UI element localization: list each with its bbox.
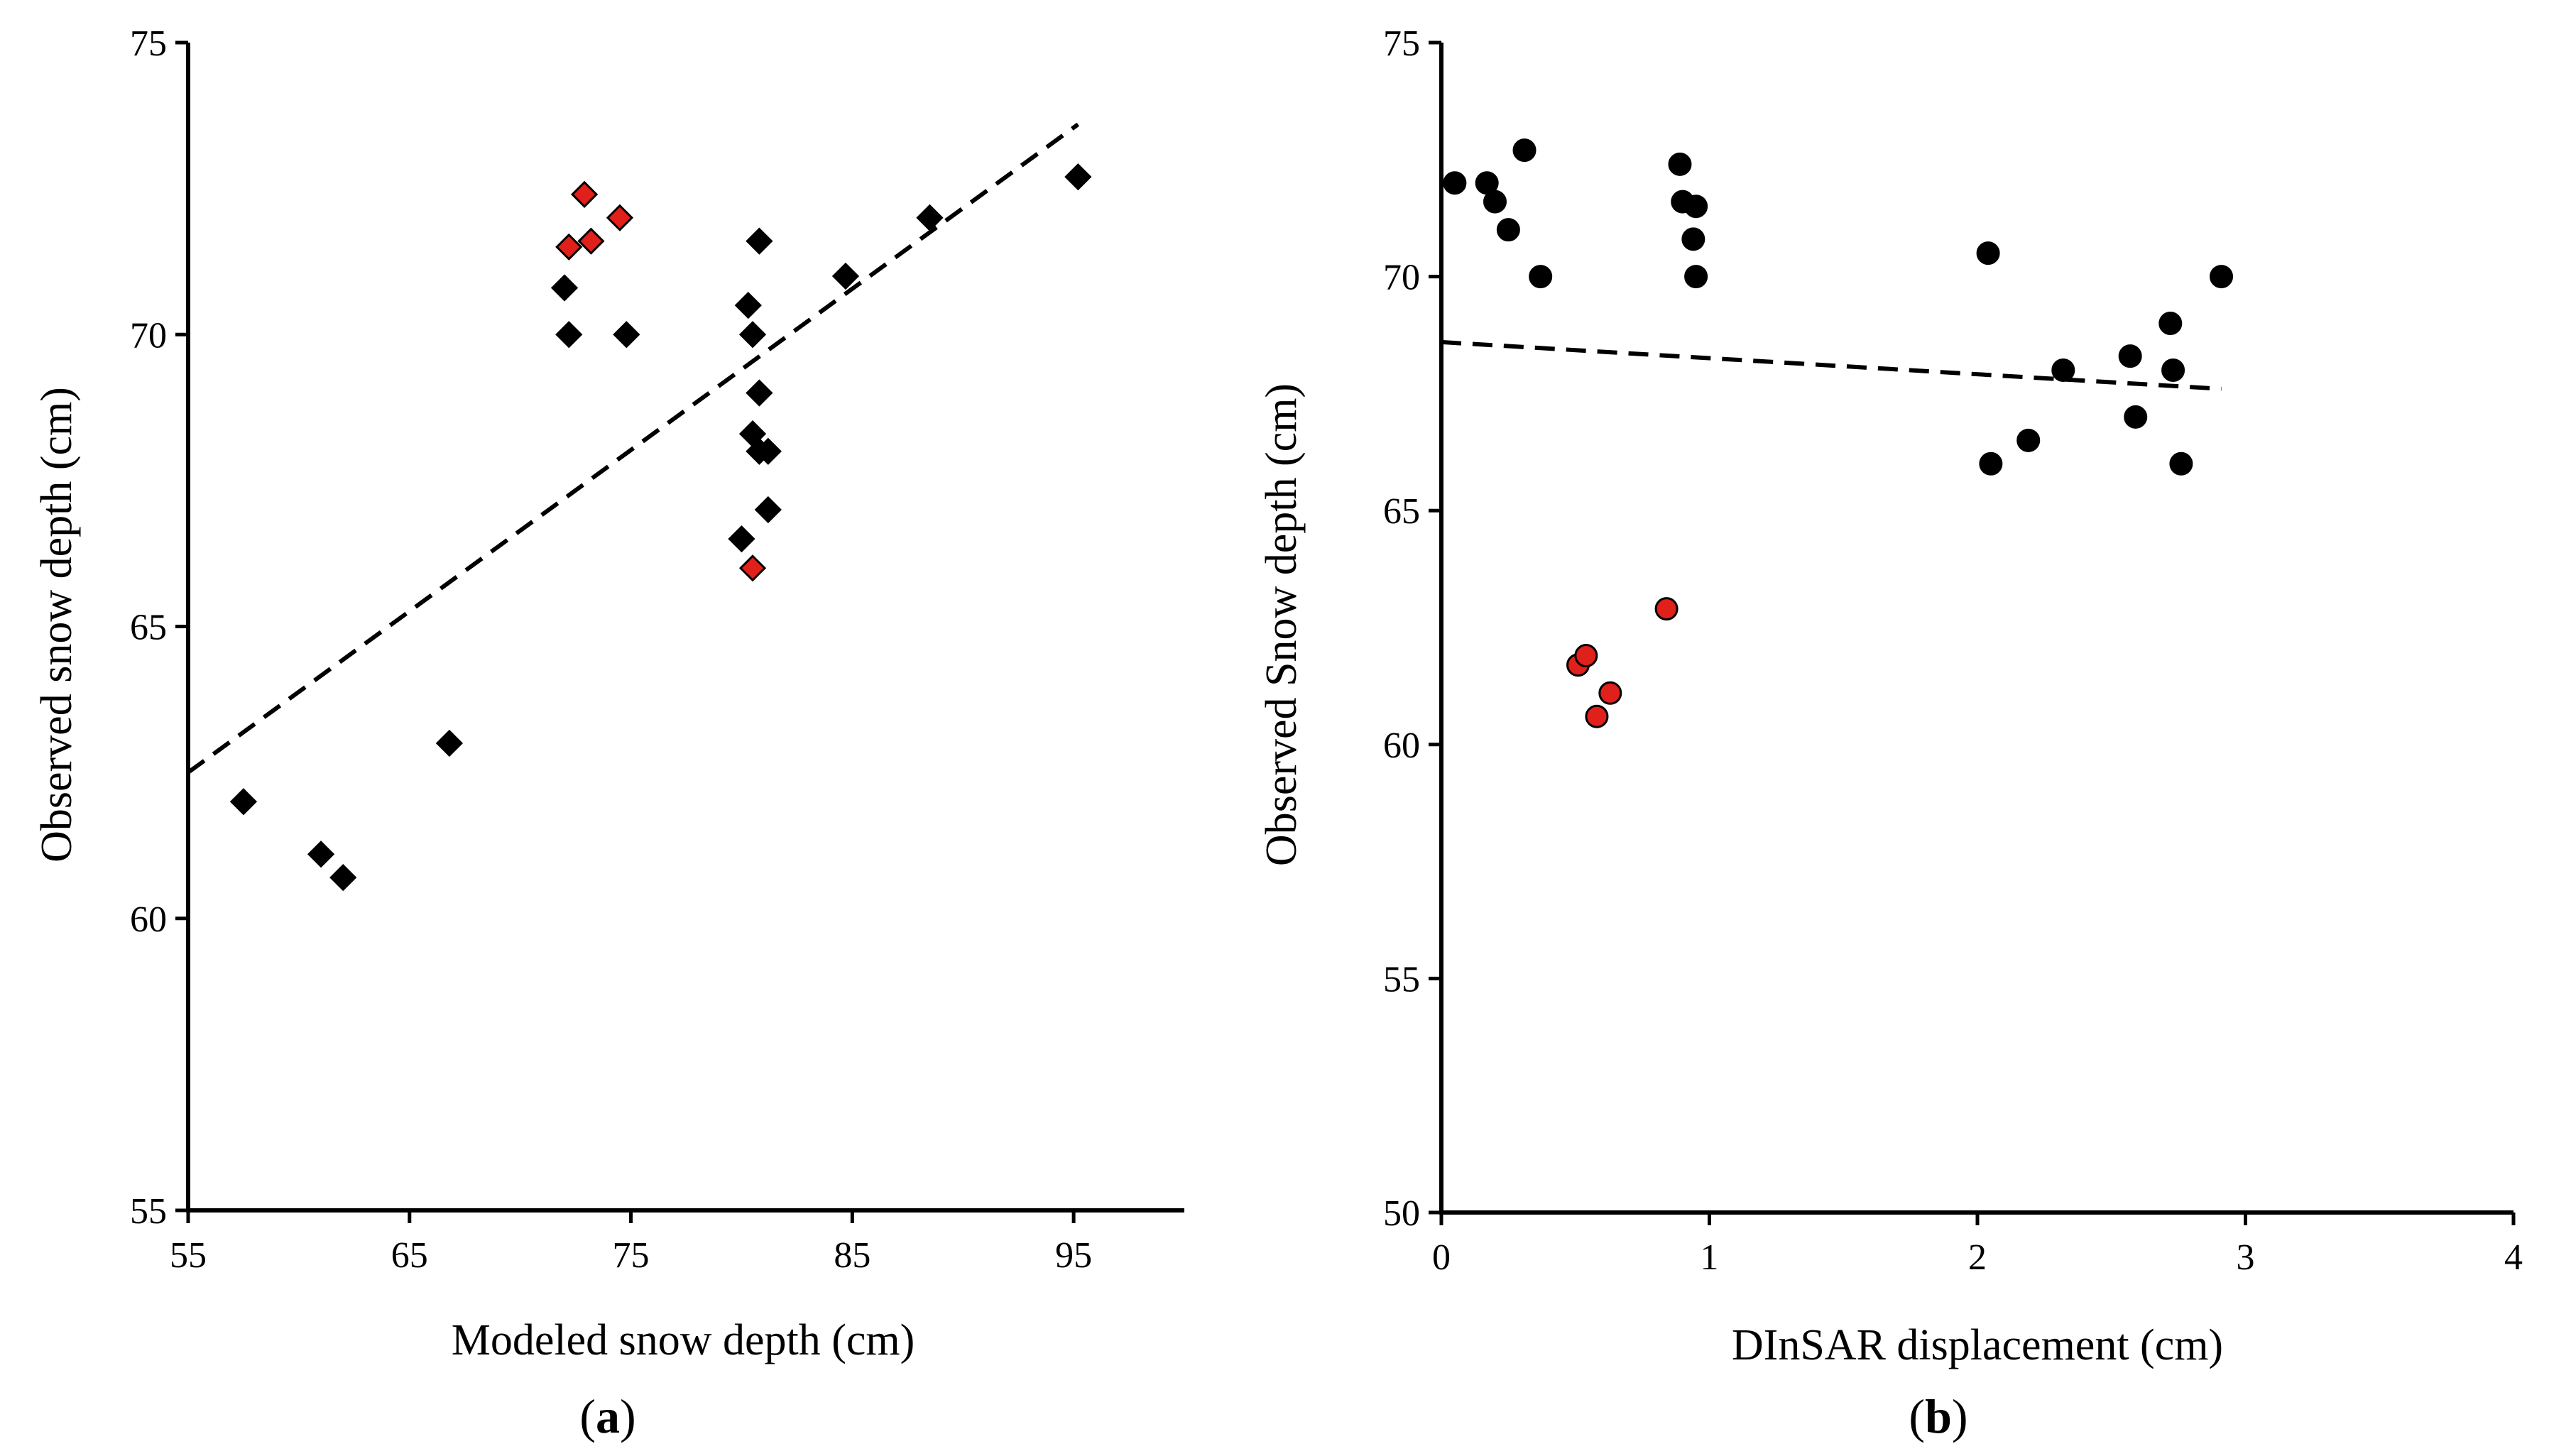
panel-b-data-point-black	[2124, 405, 2148, 429]
panel-a-data-point-black	[916, 204, 944, 231]
panel-a-data-point-red	[738, 554, 767, 582]
panel-b-label: (b)	[1909, 1389, 1967, 1443]
panel-b-data-point-black	[1443, 171, 1467, 195]
panel-a-x-tick-label: 95	[1055, 1235, 1092, 1276]
panel-a-y-axis-title: Observed snow depth (cm)	[33, 387, 81, 863]
panel-b-data-point-black	[1684, 195, 1708, 219]
panel-b-y-tick-label: 50	[1383, 1193, 1420, 1234]
panel-b-data-point-black	[1976, 241, 2000, 266]
panel-a-y-tick-label: 65	[130, 608, 167, 648]
panel-a-data-point-black	[746, 227, 773, 255]
panel-b-data-point-black	[1979, 451, 2003, 476]
panel-a-ticks: 55 65 75 85 95 55 60 65 70 75	[130, 23, 1092, 1276]
panel-a-points	[229, 163, 1092, 892]
panel-b-x-tick-label: 0	[1432, 1237, 1451, 1278]
panel-b-data-point-red	[1574, 644, 1598, 668]
panel-a-data-point-black	[831, 262, 860, 290]
panel-a-x-axis-title: Modeled snow depth (cm)	[452, 1316, 915, 1364]
panel-a-data-point-black	[1064, 163, 1092, 191]
panel-a-y-tick-label: 75	[130, 23, 167, 64]
panel-b-data-point-black	[2118, 344, 2142, 368]
panel-b-data-point-black	[2210, 265, 2234, 289]
panel-b-scatter-plot: 0 1 2 3 4 50 55 60 65 70 75 DInSAR displacement (c…	[1257, 23, 2523, 1443]
panel-b-x-axis-title: DInSAR displacement (cm)	[1732, 1321, 2223, 1369]
panel-b-data-point-black	[2161, 358, 2185, 382]
panel-b-data-point-red	[1585, 704, 1609, 728]
panel-a-x-tick-label: 85	[834, 1235, 870, 1276]
panel-b-data-point-black	[1668, 152, 1692, 176]
panel-a-data-point-black	[738, 321, 767, 349]
panel-a-x-tick-label: 75	[613, 1235, 650, 1276]
panel-a-data-point-black	[550, 274, 579, 302]
panel-b-y-tick-label: 75	[1383, 23, 1420, 64]
panel-a-scatter-plot: 55 65 75 85 95 55 60 65 70 75 Modeled snow depth …	[33, 23, 1184, 1443]
panel-a-data-point-red	[577, 227, 605, 255]
panel-b-y-tick-label: 60	[1383, 726, 1420, 766]
panel-a-data-point-black	[613, 321, 640, 349]
panel-a-y-tick-label: 70	[130, 315, 167, 356]
panel-b-data-point-black	[2051, 358, 2075, 382]
panel-a-x-tick-label: 65	[391, 1235, 428, 1276]
panel-b-x-tick-label: 4	[2504, 1237, 2523, 1278]
panel-b-data-point-black	[1684, 265, 1708, 289]
panel-b-y-tick-label: 55	[1383, 959, 1420, 1000]
panel-a-data-point-black	[746, 379, 773, 407]
panel-b-x-tick-label: 2	[1968, 1237, 1987, 1278]
panel-b-label-letter: b	[1925, 1389, 1952, 1443]
panel-b-y-tick-label: 65	[1383, 491, 1420, 532]
panel-a-data-point-black	[555, 321, 583, 349]
panel-a-data-point-black	[734, 292, 762, 319]
panel-b-data-point-black	[1681, 227, 1705, 251]
panel-b-data-point-red	[1598, 681, 1622, 705]
panel-b-trendline	[1441, 339, 2222, 391]
panel-a-label-letter: a	[596, 1389, 620, 1443]
panel-b-data-point-black	[1483, 190, 1507, 214]
panel-a-data-point-red	[555, 233, 583, 261]
panel-a-data-point-black	[329, 864, 357, 892]
panel-b-data-point-black	[2158, 312, 2183, 336]
panel-b-data-point-black	[1512, 138, 1537, 163]
panel-a-label: (a)	[579, 1389, 635, 1443]
panel-a-trendline	[187, 122, 1080, 774]
panel-b-x-tick-label: 1	[1701, 1237, 1719, 1278]
panel-b-y-axis-title: Observed Snow depth (cm)	[1257, 383, 1306, 866]
panel-a-data-point-black	[754, 437, 782, 465]
panel-b-data-point-black	[2016, 428, 2041, 452]
panel-a-data-point-black	[229, 788, 258, 816]
panel-b-data-point-red	[1654, 597, 1679, 621]
panel-a-data-point-black	[307, 841, 335, 868]
panel-b-x-tick-label: 3	[2237, 1237, 2255, 1278]
panel-b-data-point-black	[2169, 451, 2193, 476]
panel-b-data-point-black	[1529, 265, 1553, 289]
panel-a-y-tick-label: 60	[130, 899, 167, 940]
panel-b-ticks: 0 1 2 3 4 50 55 60 65 70 75	[1383, 23, 2523, 1278]
panel-b-y-tick-label: 70	[1383, 258, 1420, 298]
panel-a-x-tick-label: 55	[170, 1235, 207, 1276]
panel-a-data-point-red	[606, 204, 634, 231]
panel-a-data-point-black	[728, 525, 755, 553]
panel-a-data-point-black	[435, 729, 464, 757]
panel-a-y-tick-label: 55	[130, 1191, 167, 1232]
panel-a-data-point-red	[570, 180, 599, 208]
panel-b-data-point-black	[1496, 218, 1520, 242]
panel-a-data-point-black	[754, 496, 782, 524]
panel-b-points	[1443, 138, 2234, 728]
